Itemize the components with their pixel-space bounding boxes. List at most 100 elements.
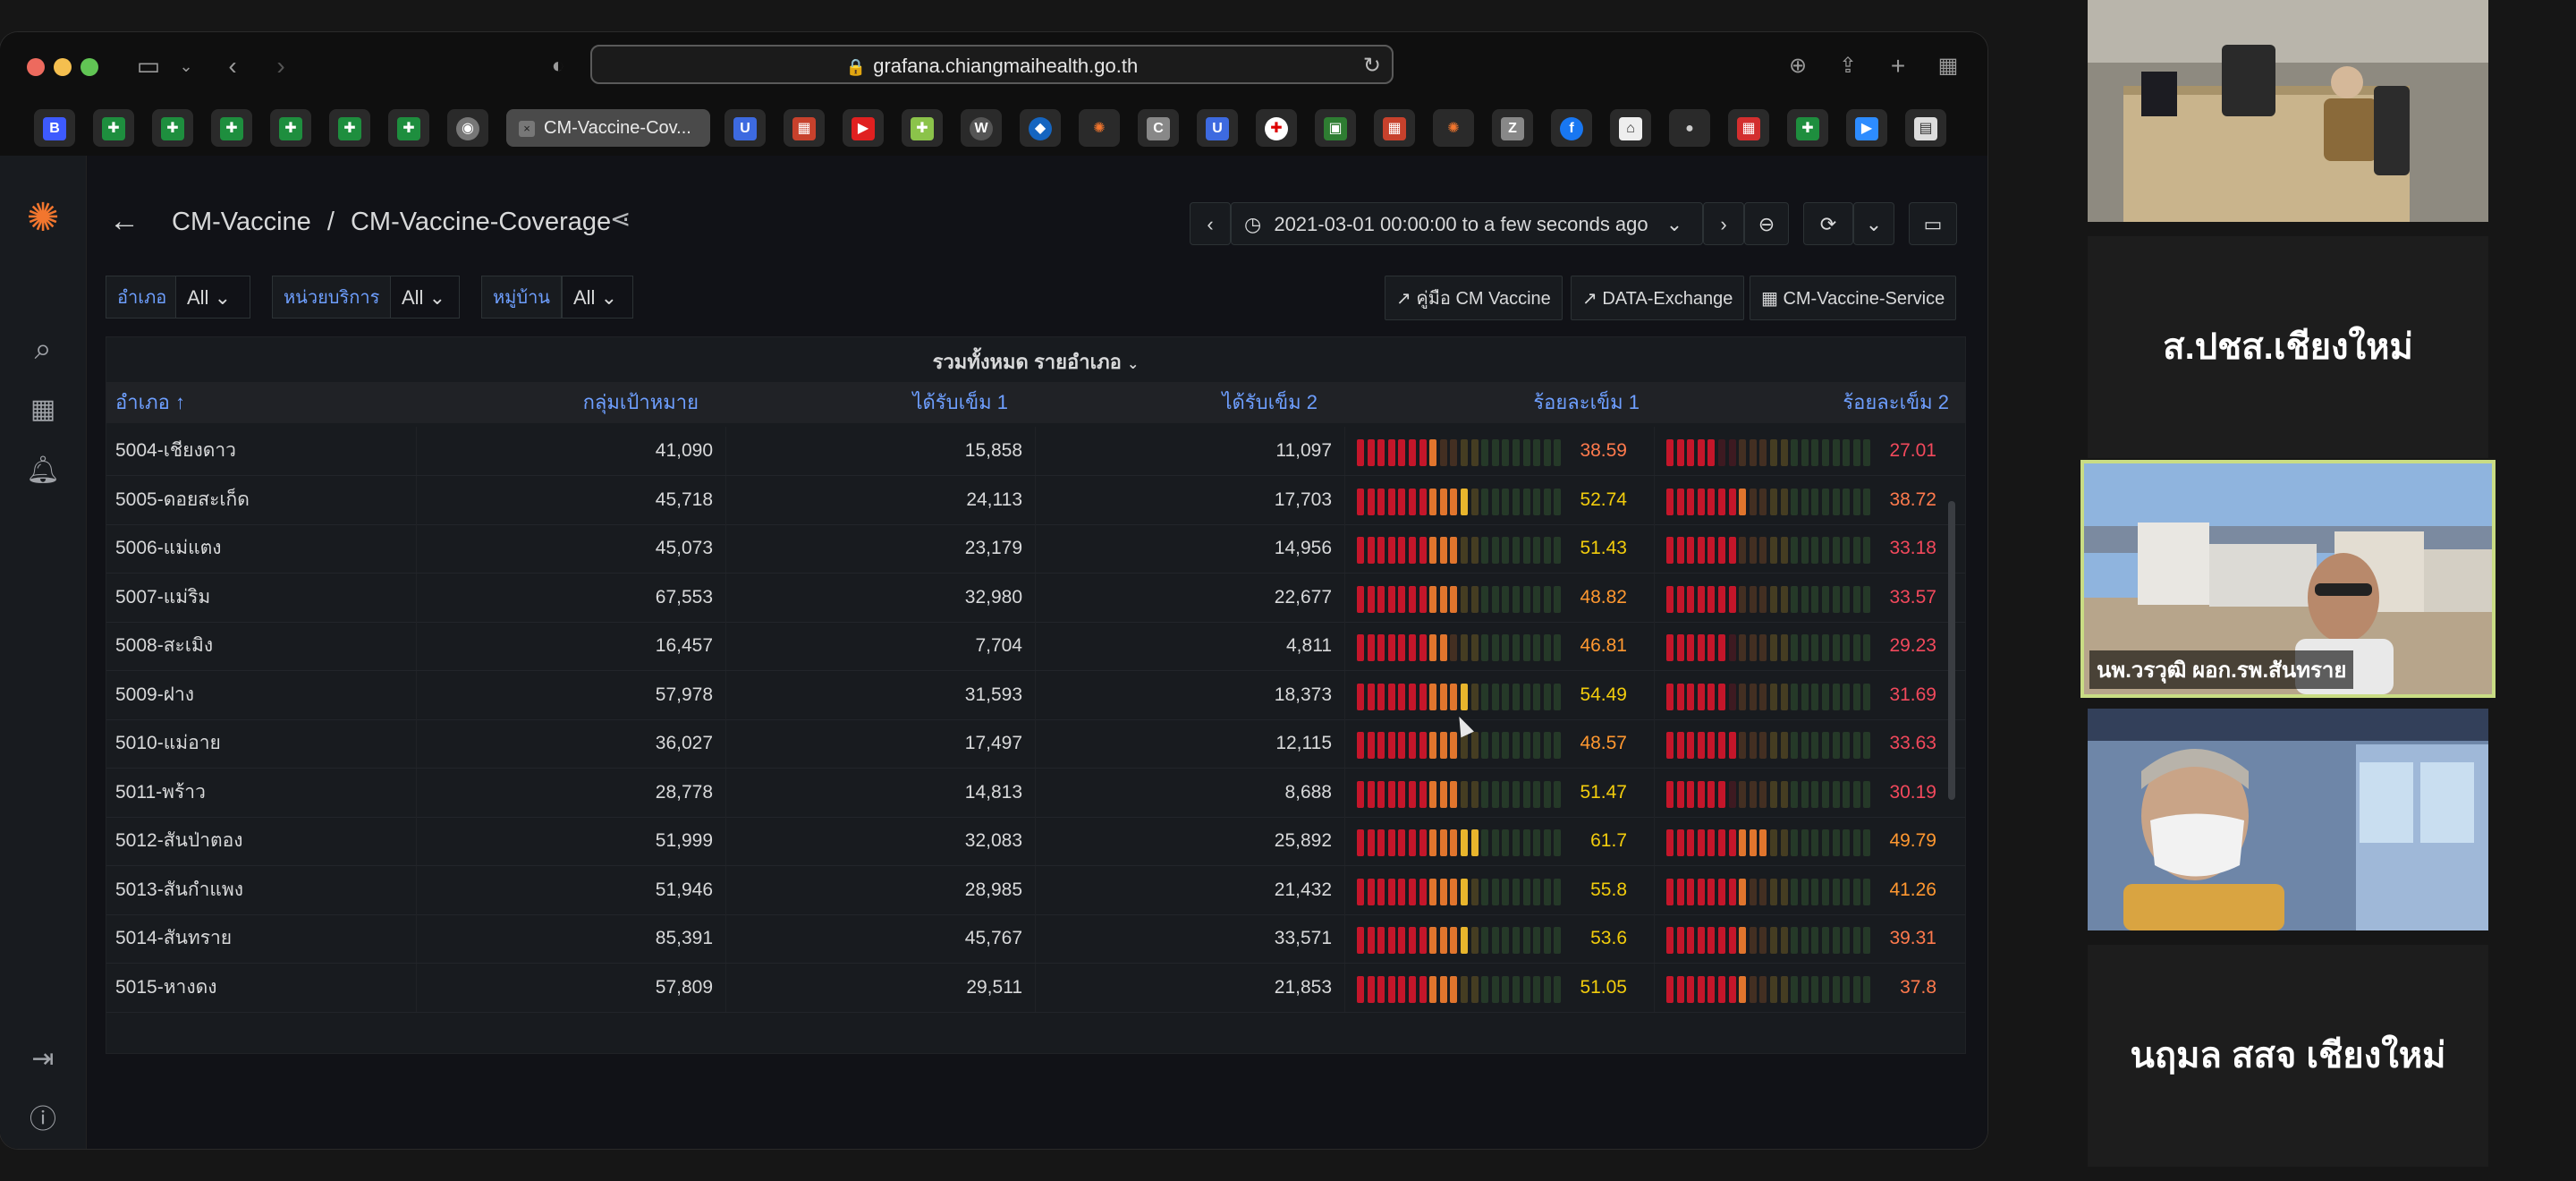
maximize-window-button[interactable] [80, 58, 98, 76]
participant-tile[interactable]: นฤมล สสจ เชียงใหม่ [2088, 945, 2488, 1167]
bell-icon[interactable]: 🔔︎ [25, 455, 61, 485]
active-tab[interactable]: × CM-Vaccine-Cov... [506, 109, 710, 147]
tab-favicon[interactable]: f [1551, 109, 1592, 147]
cell-pct1[interactable]: 54.49 [1344, 671, 1654, 719]
link-vaccine-service[interactable]: ▦ CM-Vaccine-Service [1750, 276, 1957, 320]
cell-dose2[interactable]: 21,853 [1274, 976, 1332, 998]
cell-dose2[interactable]: 11,097 [1275, 440, 1332, 461]
time-picker[interactable]: ◷ 2021-03-01 00:00:00 to a few seconds a… [1231, 202, 1703, 245]
tab-favicon[interactable]: ▶ [1846, 109, 1887, 147]
tab-favicon[interactable]: ✚ [270, 109, 311, 147]
tab-overview-icon[interactable]: ▦ [1937, 54, 1959, 78]
cell-dose2[interactable]: 14,956 [1274, 538, 1332, 558]
cell-dose1[interactable]: 32,980 [964, 586, 1022, 607]
forward-icon[interactable]: › [276, 52, 285, 80]
cell-pct2[interactable]: 33.18 [1654, 524, 1963, 573]
cell-target[interactable]: 51,946 [655, 879, 713, 900]
cell-dose2[interactable]: 17,703 [1274, 489, 1332, 510]
tab-favicon[interactable]: ✚ [152, 109, 193, 147]
column-header-district[interactable]: อำเภอ ↑ [115, 382, 411, 423]
help-icon[interactable]: ⓘ [30, 1105, 56, 1134]
tab-favicon[interactable]: ▦ [784, 109, 825, 147]
panel-title[interactable]: รวมทั้งหมด รายอำเภอ ⌄ [106, 346, 1965, 378]
cell-district[interactable]: 5005-ดอยสะเก็ด [115, 489, 250, 510]
column-header-target[interactable]: กลุ่มเป้าหมาย [582, 391, 699, 413]
cell-pct1[interactable]: 51.43 [1344, 524, 1654, 573]
cell-pct1[interactable]: 48.82 [1344, 574, 1654, 622]
download-icon[interactable]: ⊕ [1788, 54, 1808, 78]
tab-favicon[interactable]: ▤ [1905, 109, 1946, 147]
minimize-window-button[interactable] [54, 58, 72, 76]
cell-target[interactable]: 57,978 [655, 684, 713, 705]
cell-pct2[interactable]: 38.72 [1654, 476, 1963, 524]
tab-favicon[interactable]: C [1138, 109, 1179, 147]
cell-pct1[interactable]: 51.47 [1344, 769, 1654, 817]
cell-pct1[interactable]: 48.57 [1344, 719, 1654, 768]
share-icon[interactable]: ⋖ [610, 205, 631, 233]
cell-pct1[interactable]: 55.8 [1344, 866, 1654, 914]
search-icon[interactable]: ⌕ [34, 332, 52, 366]
tab-favicon[interactable]: ✚ [388, 109, 429, 147]
cell-target[interactable]: 36,027 [655, 733, 713, 753]
cell-dose2[interactable]: 18,373 [1274, 684, 1332, 705]
link-manual[interactable]: ↗ คู่มือ CM Vaccine [1385, 276, 1563, 320]
link-data-exchange[interactable]: ↗ DATA-Exchange [1571, 276, 1745, 320]
cell-dose2[interactable]: 22,677 [1274, 586, 1332, 607]
tab-favicon[interactable]: ▦ [1374, 109, 1415, 147]
cell-target[interactable]: 45,073 [655, 538, 713, 558]
tab-favicon[interactable]: ⌂ [1610, 109, 1651, 147]
tab-favicon[interactable]: ✚ [902, 109, 943, 147]
table-scrollbar[interactable] [1948, 501, 1955, 800]
close-tab-icon[interactable]: × [519, 120, 535, 137]
shield-icon[interactable]: ◐ [551, 54, 565, 78]
tab-favicon[interactable]: ✺ [1433, 109, 1474, 147]
cell-pct2[interactable]: 49.79 [1654, 817, 1963, 865]
cell-target[interactable]: 16,457 [655, 635, 713, 656]
cell-target[interactable]: 28,778 [655, 781, 713, 803]
tab-favicon[interactable]: ◆ [1020, 109, 1061, 147]
tab-favicon[interactable]: U [1197, 109, 1238, 147]
cell-district[interactable]: 5008-สะเมิง [115, 635, 214, 656]
cell-dose1[interactable]: 23,179 [964, 538, 1022, 558]
tab-favicon[interactable]: ✚ [93, 109, 134, 147]
cell-district[interactable]: 5004-เชียงดาว [115, 440, 236, 461]
grafana-logo-icon[interactable]: ✺ [26, 196, 60, 240]
variable-select-village[interactable]: All ⌄ [562, 276, 633, 319]
cell-dose2[interactable]: 25,892 [1274, 830, 1332, 851]
cell-pct2[interactable]: 29.23 [1654, 622, 1963, 670]
cell-dose2[interactable]: 4,811 [1286, 635, 1332, 656]
cell-pct1[interactable]: 53.6 [1344, 914, 1654, 963]
tab-favicon[interactable]: ✚ [1256, 109, 1297, 147]
column-header-dose2[interactable]: ได้รับเข็ม 2 [1222, 391, 1318, 413]
zoom-out-icon[interactable]: ⊖ [1744, 202, 1789, 245]
time-back-button[interactable]: ‹ [1190, 202, 1231, 245]
cell-pct1[interactable]: 38.59 [1344, 427, 1654, 475]
sign-in-icon[interactable]: ⇥ [31, 1044, 55, 1074]
cell-dose1[interactable]: 28,985 [964, 879, 1022, 900]
url-bar[interactable]: 🔒 grafana.chiangmaihealth.go.th ↻ [590, 45, 1394, 84]
column-header-pct2[interactable]: ร้อยละเข็ม 2 [1843, 391, 1949, 413]
tab-favicon[interactable]: ✚ [1787, 109, 1828, 147]
cell-pct2[interactable]: 31.69 [1654, 671, 1963, 719]
cell-district[interactable]: 5014-สันทราย [115, 928, 233, 948]
cell-dose1[interactable]: 31,593 [964, 684, 1022, 705]
sidebar-toggle-icon[interactable]: ▭ [136, 52, 161, 80]
cell-dose1[interactable]: 45,767 [964, 928, 1022, 948]
cell-pct2[interactable]: 39.31 [1654, 914, 1963, 963]
cell-district[interactable]: 5006-แม่แตง [115, 538, 222, 558]
cell-pct1[interactable]: 46.81 [1344, 622, 1654, 670]
active-speaker-video[interactable]: นพ.วรวุฒิ ผอก.รพ.สันทราย [2080, 460, 2496, 698]
tab-favicon[interactable]: ✚ [329, 109, 370, 147]
chevron-down-icon[interactable]: ⌄ [179, 57, 193, 75]
cell-pct2[interactable]: 27.01 [1654, 427, 1963, 475]
cell-district[interactable]: 5011-พร้าว [115, 781, 206, 803]
refresh-interval-dropdown[interactable]: ⌄ [1853, 202, 1894, 245]
cell-dose1[interactable]: 14,813 [964, 781, 1022, 803]
share-icon[interactable]: ⇪ [1838, 54, 1858, 78]
tab-favicon[interactable]: U [724, 109, 766, 147]
cell-dose2[interactable]: 33,571 [1274, 928, 1332, 948]
cell-pct2[interactable]: 41.26 [1654, 866, 1963, 914]
participant-tile[interactable]: ส.ปชส.เชียงใหม่ [2088, 236, 2488, 458]
time-forward-button[interactable]: › [1703, 202, 1744, 245]
cell-dose1[interactable]: 32,083 [964, 830, 1022, 851]
